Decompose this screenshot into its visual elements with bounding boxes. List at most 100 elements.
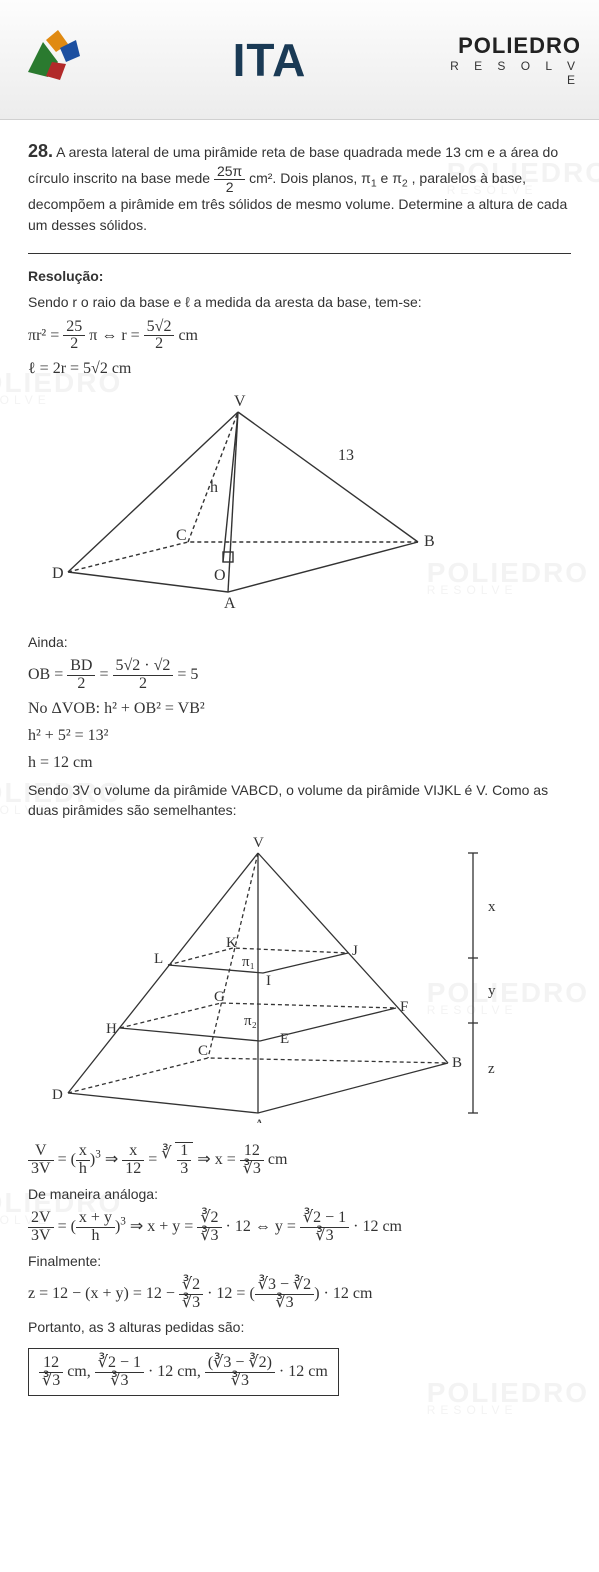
eq1-lhs: πr² = (28, 327, 63, 344)
svg-text:π₂: π₂ (244, 1013, 257, 1029)
lbl-O: O (214, 567, 226, 584)
a3d: ∛3 (205, 1373, 275, 1390)
vy-f1d: ∛3 (197, 1228, 221, 1245)
vy-f2n: ∛2 − 1 (300, 1210, 349, 1228)
sub1: 1 (371, 178, 377, 190)
question-text-3: e π (381, 170, 402, 186)
vx-unit: cm (268, 1151, 288, 1168)
analoga: De maneira análoga: (28, 1184, 571, 1204)
vx-pn: x (76, 1143, 90, 1161)
vy-pn: x + y (76, 1210, 115, 1228)
lbl-B: B (424, 533, 435, 550)
svg-text:y: y (488, 983, 496, 999)
eq-x: V3V = (xh)3 ⇒ x12 = 13 ⇒ x = 12∛3 cm (28, 1142, 571, 1178)
eq-r: πr² = 252 π ⇔ r = 5√22 cm (28, 319, 571, 354)
finalmente: Finalmente: (28, 1251, 571, 1271)
z-unit: · 12 cm (324, 1285, 373, 1302)
resolution-title: Resolução: (28, 266, 571, 286)
lbl-A: A (224, 595, 236, 612)
portanto: Portanto, as 3 alturas pedidas são: (28, 1317, 571, 1337)
vy-m3: · 12 ⇔ y = (226, 1218, 300, 1235)
lbl-C: C (176, 527, 187, 544)
ob-n1: BD (67, 658, 95, 676)
vx-rn: 1 (177, 1143, 191, 1161)
similar-text: Sendo 3V o volume da pirâmide VABCD, o v… (28, 780, 571, 821)
question-frac: 25π 2 (214, 164, 245, 194)
vx-resn: 12 (240, 1143, 264, 1161)
svg-text:B: B (452, 1055, 462, 1071)
svg-text:J: J (352, 943, 358, 959)
eq-h2: h = 12 cm (28, 751, 571, 774)
z-f1n: ∛2 (179, 1277, 203, 1295)
vy-ln: 2V (28, 1210, 54, 1228)
lbl-D: D (52, 565, 64, 582)
a2d: ∛3 (95, 1373, 144, 1390)
z-mid: · 12 = (207, 1285, 249, 1302)
ob-mid: = (99, 666, 112, 683)
content-body: 28. A aresta lateral de uma pirâmide ret… (0, 120, 599, 1424)
eq1-rd: 2 (144, 336, 175, 353)
frac-num: 25π (214, 164, 245, 180)
ob-d1: 2 (67, 676, 95, 693)
vx-ln: V (28, 1143, 54, 1161)
z-pn: ∛3 − ∛2 (255, 1277, 314, 1295)
a1d: ∛3 (39, 1373, 63, 1390)
eq1-mid: π ⇔ r = (89, 327, 143, 344)
eq-y: 2V3V = (x + yh)3 ⇒ x + y = ∛2∛3 · 12 ⇔ y… (28, 1210, 571, 1245)
ob-n2: 5√2 · √2 (113, 658, 174, 676)
svg-text:z: z (488, 1061, 495, 1077)
logo-left-icon (0, 22, 110, 97)
brand-text: POLIEDRO (429, 33, 581, 59)
lbl-V: V (234, 393, 246, 410)
ob-d2: 2 (113, 676, 174, 693)
svg-text:A: A (254, 1117, 265, 1123)
a3n: (∛3 − ∛2) (205, 1355, 275, 1373)
resolution-intro: Sendo r o raio da base e ℓ a medida da a… (28, 292, 571, 312)
vx-resd: ∛3 (240, 1161, 264, 1178)
svg-text:L: L (154, 951, 163, 967)
eq1-fd: 2 (63, 336, 85, 353)
a2n: ∛2 − 1 (95, 1355, 144, 1373)
svg-text:I: I (266, 973, 271, 989)
vx-m4: ⇒ x = (197, 1151, 239, 1168)
frac-den: 2 (214, 180, 245, 195)
vx-exp: 3 (95, 1149, 101, 1161)
a1u: cm, (67, 1363, 95, 1380)
ob-post: = 5 (177, 666, 198, 683)
page-title: ITA (110, 33, 429, 87)
brand-logo: POLIEDRO R E S O L V E (429, 33, 599, 87)
a1n: 12 (39, 1355, 63, 1373)
svg-text:V: V (253, 835, 264, 851)
a3u: · 12 cm (279, 1363, 328, 1380)
vx-m3: = (148, 1151, 161, 1168)
z-pd: ∛3 (255, 1295, 314, 1312)
vx-pd: h (76, 1161, 90, 1178)
vx-f2d: 12 (122, 1161, 144, 1178)
eq1-fn: 25 (63, 319, 85, 337)
eq-z: z = 12 − (x + y) = 12 − ∛2∛3 · 12 = (∛3 … (28, 1277, 571, 1312)
vx-m2: ⇒ (105, 1151, 122, 1168)
svg-text:π₁: π₁ (242, 954, 255, 970)
brand-sub: R E S O L V E (429, 59, 581, 87)
svg-text:D: D (52, 1087, 63, 1103)
title-text: ITA (233, 34, 307, 86)
z-f1d: ∛3 (179, 1295, 203, 1312)
answer-box: 12∛3 cm, ∛2 − 1∛3 · 12 cm, (∛3 − ∛2)∛3 ·… (28, 1348, 339, 1397)
vx-rd: 3 (177, 1161, 191, 1178)
svg-text:G: G (214, 989, 225, 1005)
vy-unit: · 12 cm (353, 1218, 402, 1235)
svg-text:K: K (226, 935, 237, 951)
vx-ld: 3V (28, 1161, 54, 1178)
figure-2: V L K J I π₁ H G F E π₂ D C B A x y z (28, 833, 571, 1128)
svg-text:H: H (106, 1021, 117, 1037)
eq-h1: h² + 5² = 13² (28, 724, 571, 747)
z-pre: z = 12 − (x + y) = 12 − (28, 1285, 179, 1302)
lbl-h: h (210, 479, 218, 496)
vy-f2d: ∛3 (300, 1228, 349, 1245)
page-header: ITA POLIEDRO R E S O L V E (0, 0, 599, 120)
sub2: 2 (402, 178, 408, 190)
eq-ob: OB = BD2 = 5√2 · √22 = 5 (28, 658, 571, 693)
question-number: 28. (28, 141, 53, 161)
eq-vob: No ΔVOB: h² + OB² = VB² (28, 697, 571, 720)
ob-pre: OB = (28, 666, 67, 683)
